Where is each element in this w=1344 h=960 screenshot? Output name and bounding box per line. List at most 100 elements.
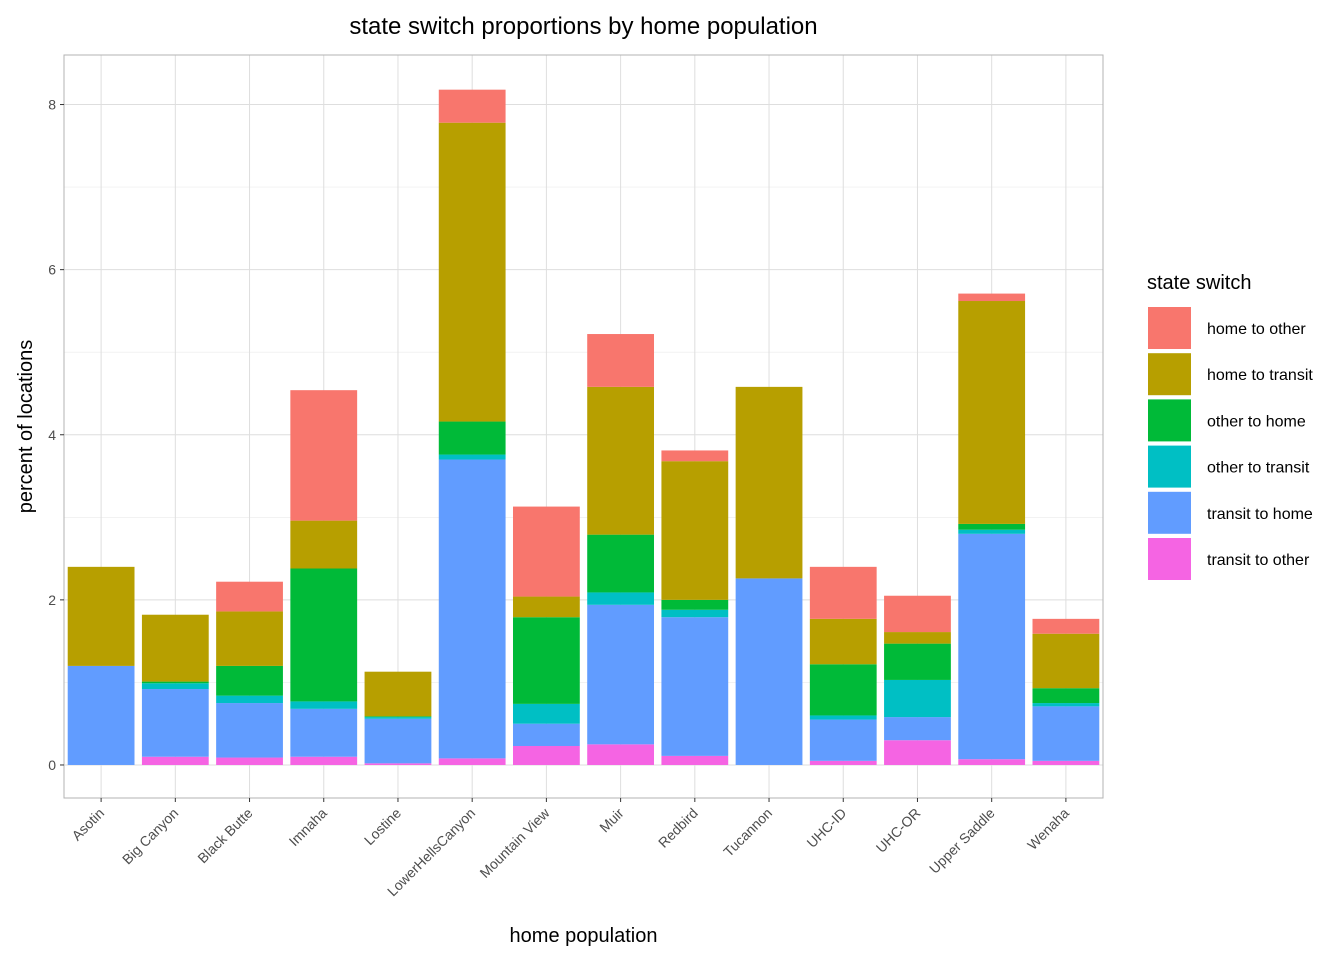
bar-segment-transit-to-other [364, 763, 432, 765]
bar-segment-home-to-transit [735, 386, 803, 579]
x-axis-ticks: Asotin Big Canyon Black Butte Imnaha Lostine… [68, 798, 1072, 899]
x-tick-label: Black Butte [194, 805, 256, 867]
bar-segment-home-to-transit [809, 618, 877, 665]
y-tick-label: 2 [48, 592, 56, 608]
bar-segment-transit-to-home [661, 617, 729, 756]
bar-segment-other-to-home [587, 534, 655, 593]
x-tick-label: Big Canyon [119, 805, 182, 868]
bar-segment-other-to-home [809, 664, 877, 716]
bar-segment-other-to-transit [364, 717, 432, 719]
bar-segment-other-to-home [884, 643, 951, 680]
bar-segment-other-to-transit [438, 454, 506, 460]
bar-segment-other-to-home [364, 716, 432, 718]
bar-segment-home-to-other [1032, 618, 1100, 634]
bar-segment-transit-to-home [67, 665, 135, 765]
bar-segment-other-to-home [290, 568, 358, 702]
x-tick-label: UHC-ID [803, 805, 849, 851]
bar-segment-home-to-other [290, 390, 358, 521]
bar-segment-other-to-home [1032, 688, 1100, 704]
bar-segment-transit-to-other [958, 759, 1026, 765]
bar-segment-home-to-transit [884, 632, 951, 644]
bar-segment-home-to-other [512, 506, 580, 597]
bar-segment-transit-to-other [512, 745, 580, 765]
bar-segment-home-to-transit [364, 671, 432, 717]
bar-segment-home-to-transit [438, 122, 506, 422]
legend-swatch-home-to-other [1148, 307, 1191, 349]
y-tick-label: 8 [48, 97, 56, 113]
legend-swatch-home-to-transit [1148, 353, 1191, 396]
bar-segment-other-to-transit [1032, 703, 1100, 707]
bar-segment-home-to-other [216, 581, 283, 612]
x-tick-label: Asotin [68, 805, 107, 844]
legend-label: transit to other [1207, 552, 1310, 569]
bar-segment-home-to-transit [216, 611, 283, 666]
y-tick-label: 0 [48, 757, 56, 773]
x-axis-title: home population [510, 925, 658, 947]
bar-segment-transit-to-home [216, 703, 283, 758]
legend: state switch home to other home to transi… [1147, 272, 1313, 580]
bar-segment-home-to-transit [290, 520, 358, 569]
bar-segment-other-to-transit [290, 701, 358, 709]
x-tick-label: UHC-OR [873, 805, 924, 856]
bar-segment-transit-to-home [438, 459, 506, 759]
legend-label: other to transit [1207, 460, 1310, 477]
x-tick-label: Imnaha [286, 805, 330, 849]
bar-segment-transit-to-other [884, 740, 951, 765]
bar-segment-other-to-transit [587, 592, 655, 605]
bar-segment-other-to-transit [958, 529, 1026, 534]
bar-segment-transit-to-other [141, 756, 209, 765]
bar-segment-other-to-transit [141, 683, 209, 690]
bar-segment-home-to-other [661, 450, 729, 462]
bar-segment-transit-to-other [216, 757, 283, 765]
bar-segment-transit-to-home [735, 578, 803, 765]
bar-segment-other-to-transit [884, 679, 951, 718]
bar-segment-other-to-transit [809, 715, 877, 720]
x-tick-label: Muir [596, 805, 627, 836]
bar-segment-transit-to-other [661, 755, 729, 765]
legend-swatch-transit-to-other [1148, 538, 1191, 580]
bar-segment-home-to-other [958, 293, 1026, 302]
bar-segment-transit-to-home [290, 708, 358, 757]
bars [67, 89, 1100, 765]
bar-segment-other-to-home [216, 665, 283, 696]
legend-label: home to other [1207, 321, 1306, 338]
bar-segment-other-to-home [661, 599, 729, 610]
bar-segment-other-to-home [438, 421, 506, 455]
x-tick-label: Redbird [655, 805, 701, 851]
bar-segment-other-to-home [958, 523, 1026, 530]
y-axis-title: percent of locations [15, 340, 37, 513]
y-tick-label: 4 [48, 427, 56, 443]
y-axis-ticks: 0 2 4 6 8 [48, 97, 64, 773]
bar-segment-home-to-other [587, 334, 655, 387]
legend-label: transit to home [1207, 506, 1313, 523]
x-tick-label: Wenaha [1024, 805, 1072, 853]
x-tick-label: Tucannon [720, 805, 775, 860]
bar-segment-home-to-transit [587, 386, 655, 535]
bar-segment-other-to-home [512, 617, 580, 704]
bar-segment-home-to-transit [958, 301, 1026, 524]
bar-segment-home-to-other [809, 566, 877, 619]
bar-segment-transit-to-home [512, 723, 580, 746]
bar-segment-home-to-other [438, 89, 506, 123]
bar-segment-other-to-home [141, 681, 209, 684]
bar-segment-home-to-transit [1032, 633, 1100, 689]
bar-segment-other-to-transit [661, 609, 729, 618]
bar-segment-transit-to-home [884, 717, 951, 741]
chart-title: state switch proportions by home populat… [349, 13, 817, 40]
bar-segment-home-to-transit [141, 614, 209, 682]
legend-swatch-other-to-home [1148, 399, 1191, 442]
bar-segment-home-to-other [884, 595, 951, 633]
bar-segment-transit-to-other [587, 744, 655, 765]
bar-segment-transit-to-home [141, 689, 209, 757]
legend-swatch-other-to-transit [1148, 445, 1191, 488]
x-tick-label: Upper Saddle [926, 805, 998, 877]
legend-swatch-transit-to-home [1148, 491, 1191, 534]
panel-border [63, 54, 1104, 799]
x-tick-label: Mountain View [476, 804, 553, 881]
bar-segment-transit-to-home [809, 719, 877, 761]
bar-segment-transit-to-other [290, 756, 358, 765]
x-tick-label: Lostine [361, 805, 404, 848]
bar-segment-home-to-transit [661, 461, 729, 600]
legend-title: state switch [1147, 272, 1251, 294]
